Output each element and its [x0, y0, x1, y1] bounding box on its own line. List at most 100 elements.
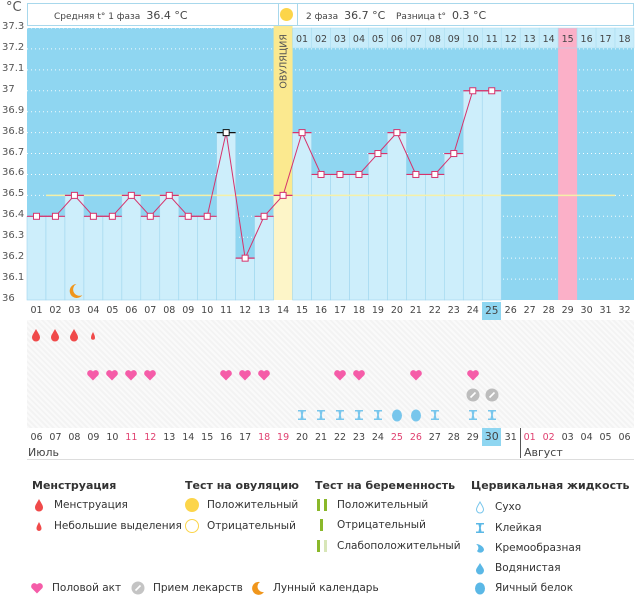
heart-icon[interactable] — [238, 367, 252, 381]
cycle-day-label[interactable]: 29 — [561, 305, 574, 316]
cycle-day-label[interactable]: 10 — [201, 305, 214, 316]
cycle-day-label[interactable]: 26 — [504, 305, 517, 316]
egg-white-mucus-icon[interactable] — [409, 407, 423, 422]
cycle-day-label[interactable]: 27 — [523, 305, 536, 316]
heart-icon[interactable] — [143, 367, 157, 381]
heart-icon[interactable] — [466, 367, 480, 381]
cycle-day-label[interactable]: 03 — [68, 305, 81, 316]
date-label[interactable]: 02 — [542, 432, 555, 443]
heart-icon[interactable] — [124, 367, 138, 381]
date-label[interactable]: 04 — [580, 432, 593, 443]
date-label[interactable]: 21 — [314, 432, 328, 443]
date-label[interactable]: 30 — [482, 428, 502, 446]
sticky-mucus-icon[interactable] — [314, 407, 328, 421]
sticky-mucus-icon[interactable] — [428, 407, 442, 421]
heart-icon[interactable] — [333, 367, 347, 381]
cycle-day-label[interactable]: 06 — [125, 305, 138, 316]
sticky-mucus-icon[interactable] — [371, 407, 385, 421]
date-label[interactable]: 01 — [523, 432, 536, 443]
legend-mucus-sticky: Клейкая — [473, 521, 542, 535]
pill-icon[interactable] — [466, 387, 480, 402]
heart-icon[interactable] — [105, 367, 119, 381]
date-label[interactable]: 06 — [30, 432, 43, 443]
cycle-day-label[interactable]: 22 — [428, 305, 441, 316]
sticky-mucus-icon[interactable] — [485, 407, 499, 421]
cycle-day-label[interactable]: 14 — [277, 305, 290, 316]
menstruation-drop-icon[interactable] — [48, 327, 62, 342]
date-label[interactable]: 14 — [182, 432, 195, 443]
cycle-day-label[interactable]: 18 — [352, 305, 366, 316]
month-august: Август — [524, 446, 563, 459]
date-label[interactable]: 12 — [144, 432, 157, 443]
date-label[interactable]: 16 — [220, 432, 233, 443]
date-label[interactable]: 11 — [125, 432, 138, 443]
temp-diff: Разница t° 0.3 °C — [396, 9, 486, 22]
cycle-day-label[interactable]: 32 — [618, 305, 631, 316]
one-line-icon — [320, 519, 323, 531]
temperature-point — [184, 212, 192, 220]
pill-icon[interactable] — [485, 387, 499, 402]
date-label[interactable]: 23 — [352, 432, 366, 443]
cycle-day-label[interactable]: 24 — [466, 305, 479, 316]
cycle-day-label[interactable]: 16 — [314, 305, 328, 316]
cycle-day-label[interactable]: 02 — [49, 305, 62, 316]
date-label[interactable]: 08 — [68, 432, 81, 443]
cycle-day-label[interactable]: 13 — [258, 305, 271, 316]
date-label[interactable]: 06 — [618, 432, 631, 443]
cycle-day-label[interactable]: 07 — [144, 305, 157, 316]
date-label[interactable]: 13 — [163, 432, 176, 443]
date-label[interactable]: 20 — [296, 432, 309, 443]
date-label[interactable]: 05 — [599, 432, 612, 443]
cycle-day-label[interactable]: 28 — [542, 305, 555, 316]
cycle-day-label[interactable]: 11 — [220, 305, 233, 316]
cycle-day-label[interactable]: 17 — [333, 305, 347, 316]
legend-pregnancy-positive: Положительный — [315, 498, 428, 512]
luteal-day-label: 11 — [486, 34, 498, 45]
sticky-mucus-icon[interactable] — [352, 407, 366, 421]
date-label[interactable]: 18 — [258, 432, 271, 443]
date-label[interactable]: 03 — [561, 432, 574, 443]
cycle-day-label[interactable]: 04 — [87, 305, 100, 316]
cycle-day-label[interactable]: 21 — [409, 305, 422, 316]
heart-icon[interactable] — [86, 367, 100, 381]
cycle-day-label[interactable]: 19 — [371, 305, 384, 316]
menstruation-drop-icon[interactable] — [29, 327, 43, 342]
date-label[interactable]: 26 — [409, 432, 422, 443]
date-label[interactable]: 29 — [466, 432, 479, 443]
cycle-day-label[interactable]: 25 — [482, 302, 502, 320]
heart-icon[interactable] — [352, 367, 366, 381]
egg-white-mucus-icon[interactable] — [390, 407, 404, 422]
date-label[interactable]: 31 — [504, 432, 517, 443]
date-label[interactable]: 19 — [277, 432, 290, 443]
cycle-day-label[interactable]: 12 — [239, 305, 252, 316]
spotting-drop-icon[interactable] — [86, 327, 100, 341]
cycle-day-label[interactable]: 30 — [580, 305, 593, 316]
cycle-day-label[interactable]: 08 — [163, 305, 176, 316]
cycle-day-label[interactable]: 20 — [390, 305, 403, 316]
sticky-mucus-icon[interactable] — [466, 407, 480, 421]
cycle-day-label[interactable]: 05 — [106, 305, 119, 316]
date-label[interactable]: 15 — [201, 432, 214, 443]
menstruation-drop-icon[interactable] — [67, 327, 81, 342]
heart-icon[interactable] — [409, 367, 423, 381]
cycle-day-label[interactable]: 09 — [182, 305, 195, 316]
cycle-day-label[interactable]: 15 — [296, 305, 309, 316]
legend-mucus-creamy: Кремообразная — [473, 541, 581, 555]
date-label[interactable]: 17 — [239, 432, 252, 443]
sticky-mucus-icon[interactable] — [295, 407, 309, 421]
cycle-day-label[interactable]: 01 — [30, 305, 43, 316]
date-label[interactable]: 10 — [106, 432, 119, 443]
y-tick-label: 36.7 — [2, 146, 25, 158]
date-label[interactable]: 25 — [390, 432, 403, 443]
date-label[interactable]: 22 — [333, 432, 347, 443]
date-label[interactable]: 07 — [49, 432, 62, 443]
sticky-mucus-icon[interactable] — [333, 407, 347, 421]
date-label[interactable]: 09 — [87, 432, 100, 443]
date-label[interactable]: 28 — [447, 432, 460, 443]
heart-icon[interactable] — [219, 367, 233, 381]
cycle-day-label[interactable]: 31 — [599, 305, 612, 316]
cycle-day-label[interactable]: 23 — [447, 305, 460, 316]
date-label[interactable]: 27 — [428, 432, 441, 443]
date-label[interactable]: 24 — [371, 432, 384, 443]
heart-icon[interactable] — [257, 367, 271, 381]
